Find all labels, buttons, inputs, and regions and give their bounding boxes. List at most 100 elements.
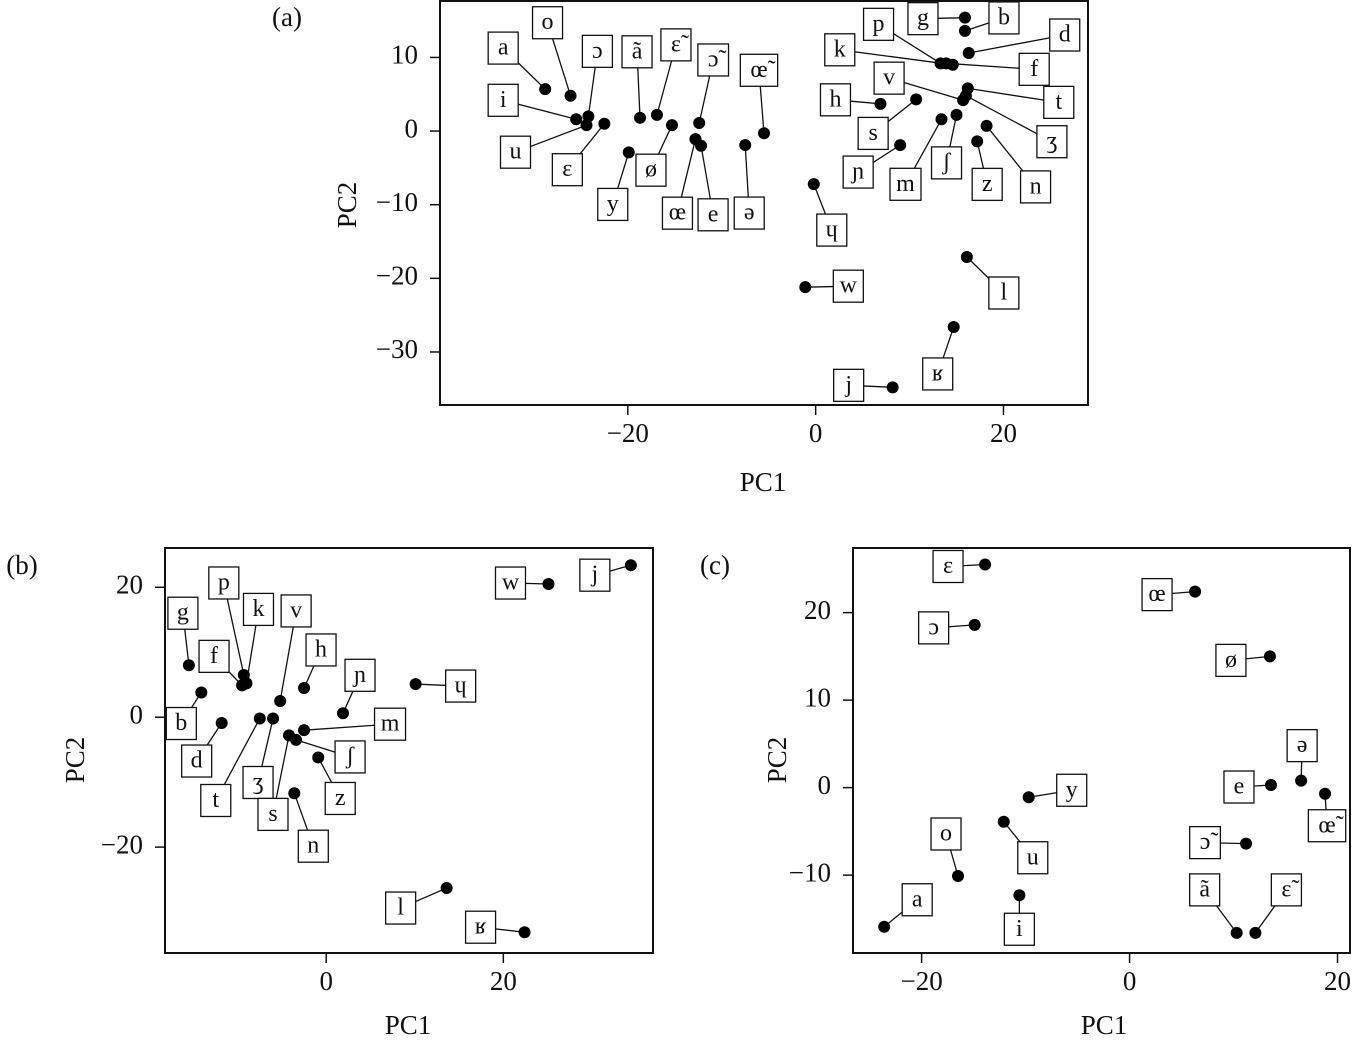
label-box — [833, 368, 865, 402]
data-point — [598, 117, 611, 130]
point-label: œ — [1148, 581, 1165, 607]
label-box — [988, 1, 1020, 35]
label-box — [597, 187, 629, 222]
data-point — [298, 724, 311, 737]
point-group: ɔ̃ — [1189, 825, 1253, 860]
x-tick-label: −20 — [607, 418, 649, 448]
label-box — [697, 43, 730, 77]
y-tick-label: 0 — [818, 770, 832, 800]
data-point — [894, 139, 907, 152]
point-group: u — [499, 119, 593, 169]
x-axis-label: PC1 — [1081, 1010, 1128, 1040]
point-label: ʒ — [253, 769, 264, 795]
point-label: p — [873, 11, 885, 37]
data-point — [807, 178, 820, 191]
label-box — [494, 566, 527, 600]
point-group: e — [1223, 770, 1277, 804]
label-box — [487, 83, 519, 117]
point-label: u — [510, 139, 522, 165]
plot-frame — [164, 547, 654, 954]
point-group: k — [240, 592, 275, 690]
label-box — [621, 35, 653, 69]
label-box — [1141, 577, 1173, 612]
data-point — [979, 558, 992, 571]
data-point — [580, 119, 593, 132]
data-point — [253, 712, 266, 725]
x-tick-label: −20 — [901, 966, 943, 996]
point-group: œ — [661, 133, 702, 230]
point-label: ʃ — [942, 149, 952, 175]
point-group: ɥ — [409, 669, 477, 703]
x-tick-label: 20 — [990, 418, 1017, 448]
point-group: ã — [621, 35, 653, 124]
label-box — [579, 558, 611, 592]
point-label: ʃ — [345, 743, 355, 769]
point-label: l — [397, 895, 404, 921]
point-label: f — [1030, 56, 1038, 82]
label-box — [819, 83, 852, 117]
point-group: ɲ — [337, 658, 376, 720]
x-tick-label: 0 — [319, 966, 333, 996]
point-group: z — [312, 751, 356, 816]
data-point — [959, 89, 972, 102]
data-point — [952, 870, 965, 882]
label-box — [932, 549, 964, 584]
label-box — [918, 611, 950, 645]
point-label: v — [290, 597, 302, 623]
point-label: t — [1055, 89, 1062, 115]
point-label: u — [1027, 844, 1039, 870]
label-box — [464, 910, 497, 944]
data-point — [1319, 787, 1332, 800]
point-label: f — [210, 643, 218, 669]
point-group: h — [298, 633, 337, 694]
point-label: ʁ — [475, 914, 487, 940]
point-group: œ̃ — [1307, 787, 1347, 843]
label-box — [551, 153, 583, 187]
point-label: s — [868, 120, 877, 146]
point-group: ɔ — [581, 34, 614, 123]
point-group: ʃ — [290, 733, 366, 774]
label-box — [660, 28, 692, 62]
label-box — [257, 797, 289, 832]
label-box — [324, 781, 356, 816]
data-point — [910, 93, 923, 106]
point-label: l — [1001, 279, 1008, 305]
y-axis-label: PC2 — [762, 737, 792, 784]
point-group: m — [298, 707, 407, 741]
point-group: t — [200, 712, 266, 818]
point-label: ã — [1199, 876, 1210, 902]
y-tick-label: 0 — [130, 699, 144, 729]
label-box — [1018, 52, 1050, 86]
data-point — [634, 111, 647, 124]
label-box — [242, 592, 275, 627]
y-tick-label: −10 — [789, 857, 831, 887]
data-point — [958, 11, 971, 24]
point-group: t — [961, 82, 1075, 120]
label-box — [697, 198, 729, 232]
point-label: j — [844, 372, 852, 398]
point-label: v — [883, 65, 895, 91]
point-label: ɥ — [455, 673, 467, 699]
data-point — [440, 882, 453, 895]
label-box — [208, 566, 240, 600]
label-box — [832, 269, 864, 303]
label-box — [373, 707, 407, 741]
point-label: p — [218, 569, 230, 595]
point-label: y — [607, 191, 619, 217]
point-label: z — [982, 171, 993, 197]
point-group: w — [799, 269, 864, 303]
data-point — [564, 89, 577, 102]
point-group: n — [288, 787, 329, 863]
point-label: k — [252, 596, 264, 622]
point-group: w — [494, 566, 555, 600]
point-label: w — [840, 273, 858, 299]
point-group: i — [487, 83, 583, 126]
data-point — [1249, 926, 1262, 939]
data-point — [947, 320, 960, 333]
point-group: e — [695, 139, 729, 232]
point-label: g — [177, 600, 189, 626]
data-point — [267, 712, 280, 725]
point-group: ɥ — [807, 178, 848, 247]
panel-label: (b) — [6, 550, 37, 580]
point-label: œ — [669, 200, 686, 226]
